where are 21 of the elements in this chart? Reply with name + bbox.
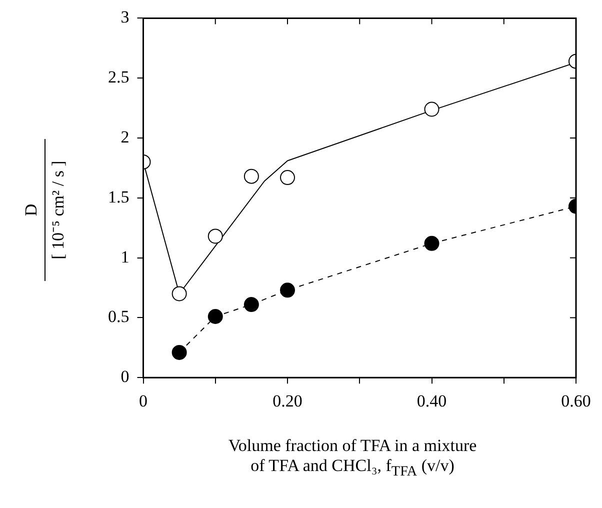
x-axis-title: Volume fraction of TFA in a mixture of TFA and CHCl₃, f$_{TFA}$ (v/v) [227,436,478,482]
y-tick-label: 1.5 [108,187,130,206]
point [208,228,223,244]
point [244,168,259,184]
y-tick-label: 2.5 [108,68,130,87]
point [280,282,295,298]
point [208,309,223,324]
x-tick-label: 0.40 [416,391,447,410]
y-tick-label: 3 [120,8,130,27]
x-tick-label: 0 [139,391,148,410]
point [172,344,187,360]
y-tick-label: 2 [120,127,130,146]
x-tick-label: 0.60 [561,391,591,410]
point [244,297,259,312]
x-tick-label: 0.20 [272,391,302,410]
y-axis-title: D [ 10⁻⁵ cm² / s ] [20,160,68,262]
point [280,170,295,186]
y-tick-label: 1 [120,247,130,266]
y-tick-label: 0 [120,367,130,386]
point [172,286,187,302]
y-tick-label: 0.5 [108,307,130,326]
